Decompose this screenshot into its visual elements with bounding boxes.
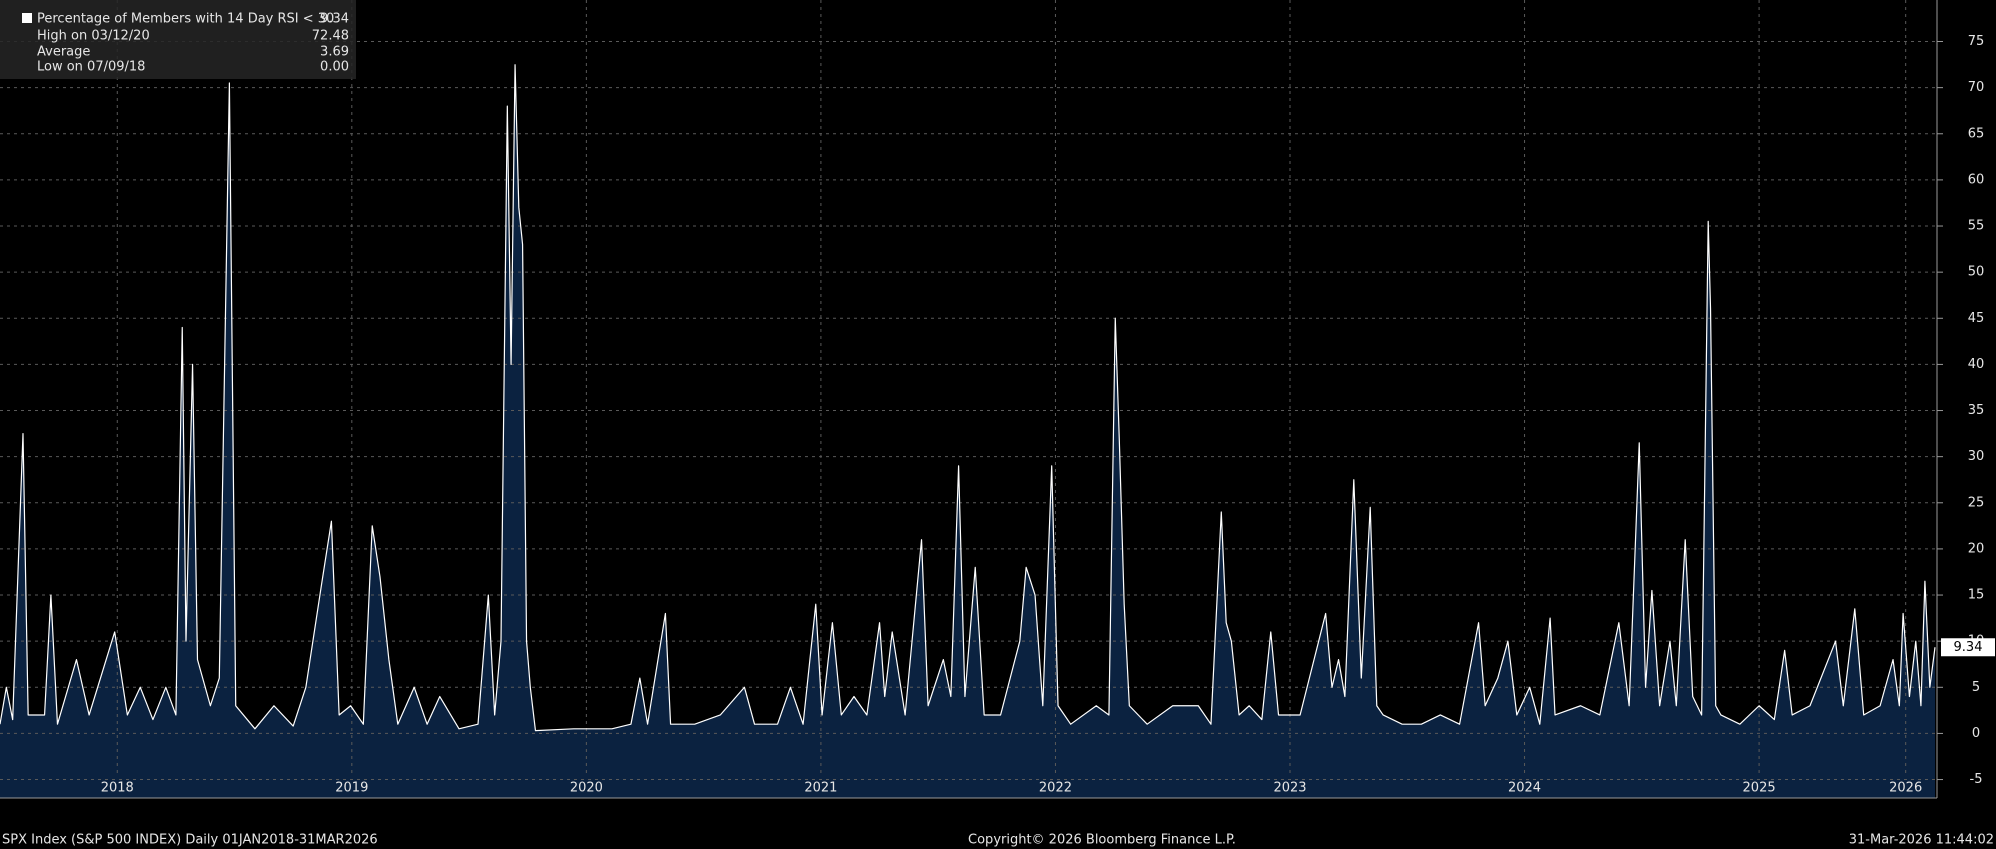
footer-right: 31-Mar-2026 11:44:02	[1849, 833, 1994, 848]
stat-value: 3.69	[320, 45, 349, 60]
x-tick-label: 2021	[804, 781, 837, 796]
stat-label: Low on 07/09/18	[37, 60, 145, 75]
y-tick-label: 50	[1968, 265, 1985, 280]
legend-series: Percentage of Members with 14 Day RSI < …	[37, 12, 334, 27]
last-value-box	[1941, 638, 1995, 657]
line	[0, 64, 1936, 732]
footer-left: SPX Index (S&P 500 INDEX) Daily 01JAN201…	[2, 833, 378, 848]
y-tick-label: 35	[1968, 403, 1985, 418]
x-tick-label: 2024	[1508, 781, 1541, 796]
area	[0, 64, 1935, 798]
plot-area: -505101520253035404550556065707520182019…	[0, 0, 1995, 799]
x-tick-label: 2018	[101, 781, 134, 796]
y-tick-label: 45	[1968, 311, 1985, 326]
stat-value: 72.48	[312, 29, 349, 44]
x-tick-label: 2025	[1743, 781, 1776, 796]
y-tick-label: 15	[1968, 588, 1985, 603]
y-tick-label: 20	[1968, 541, 1985, 556]
y-tick-label: 0	[1972, 726, 1980, 741]
y-tick-label: 70	[1968, 80, 1985, 95]
x-tick-label: 2023	[1273, 781, 1306, 796]
legend-swatch	[22, 13, 32, 23]
y-tick-label: -5	[1970, 772, 1983, 787]
stat-value: 0.00	[320, 60, 349, 75]
stat-label: Average	[37, 45, 90, 60]
y-tick-label: 5	[1972, 680, 1980, 695]
y-tick-label: 30	[1968, 449, 1985, 464]
y-tick-label: 65	[1968, 126, 1985, 141]
footer-center: Copyright© 2026 Bloomberg Finance L.P.	[968, 833, 1236, 848]
x-tick-label: 2020	[570, 781, 603, 796]
legend-current: 9.34	[320, 12, 349, 27]
y-tick-label: 75	[1968, 34, 1985, 49]
y-tick-label: 60	[1968, 172, 1985, 187]
x-tick-label: 2022	[1039, 781, 1072, 796]
legend-box	[0, 0, 356, 79]
x-tick-label: 2019	[335, 781, 368, 796]
y-tick-label: 40	[1968, 357, 1985, 372]
x-tick-label: 2026	[1889, 781, 1922, 796]
y-tick-label: 55	[1968, 219, 1985, 234]
y-tick-label: 25	[1968, 495, 1985, 510]
last-value-label: 9.34	[1954, 640, 1983, 655]
stat-label: High on 03/12/20	[37, 29, 150, 44]
